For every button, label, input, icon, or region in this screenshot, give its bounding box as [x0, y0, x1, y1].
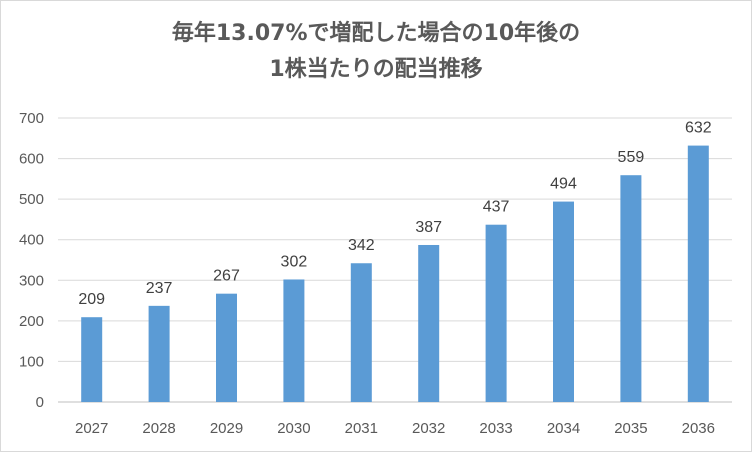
y-tick-label: 100 [19, 353, 44, 370]
y-tick-label: 0 [36, 394, 44, 411]
x-tick-label: 2027 [75, 420, 108, 437]
x-tick-label: 2033 [479, 420, 512, 437]
y-tick-label: 300 [19, 272, 44, 289]
chart-title-line-2: 1株当たりの配当推移 [269, 57, 483, 82]
y-tick-label: 700 [19, 110, 44, 127]
data-label: 559 [618, 149, 645, 166]
data-label: 209 [78, 291, 105, 308]
x-tick-label: 2034 [547, 420, 580, 437]
bar [553, 201, 574, 402]
bar [485, 224, 507, 402]
y-tick-label: 200 [19, 313, 44, 330]
data-label: 494 [550, 176, 577, 193]
bar [687, 145, 709, 403]
bar [81, 317, 103, 402]
chart-title-line-1: 毎年13.07%で増配した場合の10年後の [171, 21, 581, 46]
x-tick-label: 2036 [682, 420, 715, 437]
bar [350, 263, 372, 402]
data-label: 387 [415, 219, 442, 236]
bar [283, 279, 305, 402]
x-tick-label: 2029 [210, 420, 243, 437]
x-tick-label: 2031 [345, 420, 378, 437]
y-tick-label: 400 [19, 232, 44, 249]
bar [418, 244, 440, 402]
x-tick-label: 2035 [614, 420, 647, 437]
y-tick-label: 500 [19, 191, 44, 208]
chart-title: 毎年13.07%で増配した場合の10年後の 1株当たりの配当推移 [0, 16, 752, 88]
data-label: 237 [146, 280, 173, 297]
data-label: 632 [685, 120, 712, 137]
data-label: 267 [213, 268, 240, 285]
bar [620, 175, 642, 402]
data-label: 437 [483, 199, 510, 216]
x-tick-label: 2032 [412, 420, 445, 437]
data-label: 302 [281, 253, 308, 270]
bar [216, 293, 237, 402]
x-tick-label: 2028 [142, 420, 175, 437]
x-tick-label: 2030 [277, 420, 310, 437]
data-label: 342 [348, 237, 375, 254]
y-tick-label: 600 [19, 151, 44, 168]
bar [148, 305, 170, 402]
